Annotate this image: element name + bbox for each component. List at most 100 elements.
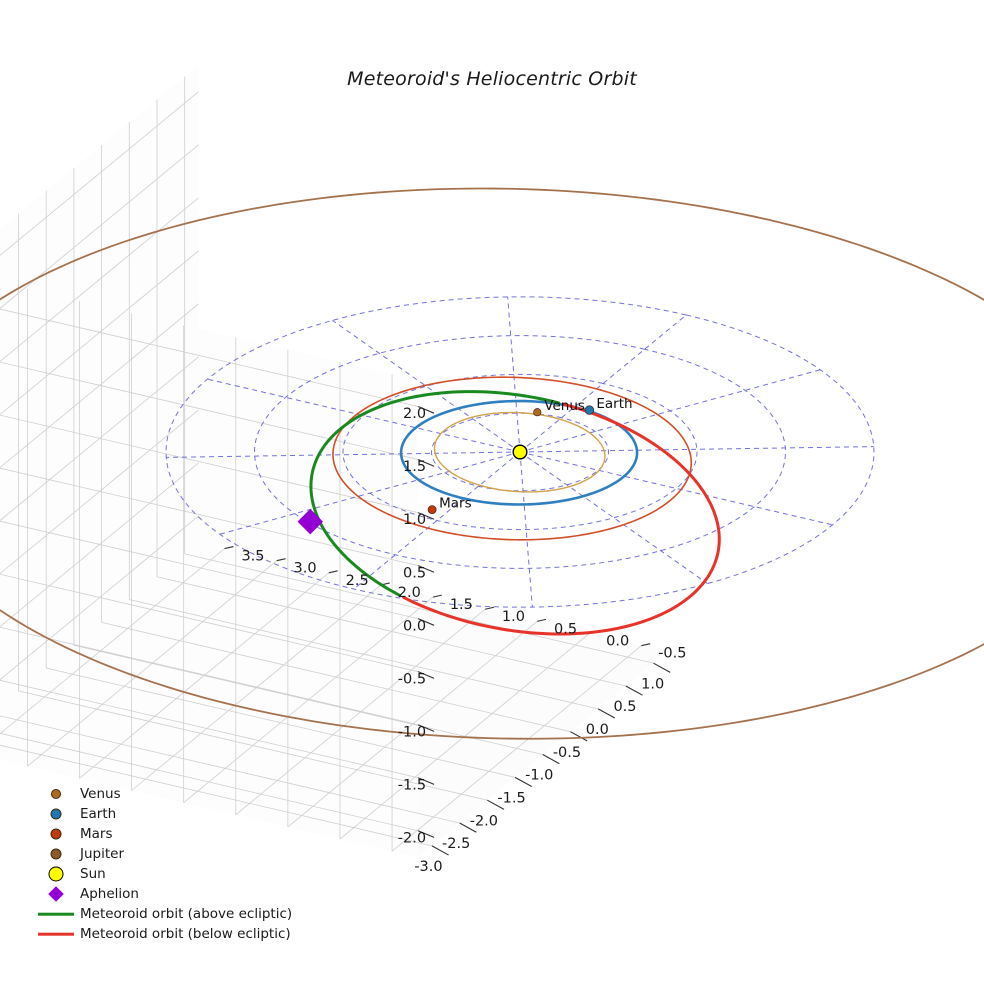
legend-item-earth[interactable]: Earth: [36, 804, 292, 824]
grid-line: [0, 91, 199, 256]
grid-line: [287, 621, 538, 828]
orbit-lines-group: [0, 187, 984, 740]
polar-grid-spoke: [519, 451, 533, 608]
grid-line: [391, 645, 642, 852]
axis-tick: [417, 459, 435, 467]
legend-item-sun[interactable]: Sun: [36, 864, 292, 884]
polar-grid-spoke: [519, 369, 821, 453]
legend-dot-icon: [36, 844, 76, 864]
y-tick-label: 3.5: [241, 549, 264, 565]
marker-sun: [512, 444, 528, 460]
legend-item-jupiter[interactable]: Jupiter: [36, 844, 292, 864]
z-tick-label: 1.5: [403, 459, 426, 475]
legend-item-meteoroid-orbit-below-ecliptic[interactable]: Meteoroid orbit (below ecliptic): [36, 924, 292, 944]
axis-tick: [417, 618, 435, 626]
x-tick-label: -1.5: [497, 791, 525, 807]
dot-icon: [50, 808, 62, 820]
grid-line: [235, 608, 486, 816]
legend-dot-icon: [36, 804, 76, 824]
grid-line: [0, 573, 419, 673]
grid-line: [0, 520, 419, 620]
y-tick-label: 1.0: [502, 609, 525, 625]
grid-line: [183, 596, 434, 803]
legend-item-meteoroid-orbit-above-ecliptic[interactable]: Meteoroid orbit (above ecliptic): [36, 904, 292, 924]
orbit-venus: [433, 411, 606, 493]
polar-grid-spoke: [166, 451, 521, 458]
axis-tick: [484, 606, 495, 610]
grid-line: [0, 626, 419, 726]
z-tick-label: -1.0: [398, 724, 426, 740]
grid-line: [0, 515, 199, 681]
meteoroid-arc-below: [402, 402, 721, 636]
axis-tick: [417, 512, 435, 520]
grid-line: [0, 732, 419, 832]
page-title: Meteoroid's Heliocentric Orbit: [347, 68, 637, 90]
axis-tick: [417, 777, 435, 785]
legend-item-label: Sun: [80, 866, 106, 882]
orbit-mars: [332, 376, 693, 541]
dot-icon: [51, 789, 61, 799]
legend: Venus Earth Mars Jupiter Sun Aphelion Meteoroi…: [36, 784, 292, 944]
meteoroid-arc-above: [523, 394, 561, 405]
y-tick-label: 0.0: [606, 634, 629, 650]
diamond-icon: [48, 886, 64, 902]
axis-tick: [417, 724, 435, 732]
grid-line: [0, 462, 199, 628]
axis-tick: [276, 558, 286, 562]
grid-line: [0, 308, 419, 407]
axis-tick: [459, 822, 477, 833]
legend-item-mars[interactable]: Mars: [36, 824, 292, 844]
axis-tick: [417, 565, 435, 573]
dot-icon: [48, 866, 64, 882]
grid-line: [27, 560, 277, 767]
legend-item-label: Mars: [80, 826, 113, 842]
legend-diamond-icon: [36, 884, 76, 904]
grid-line: [0, 467, 419, 567]
grid-line: [0, 144, 199, 309]
legend-line-icon: [36, 904, 76, 924]
y-tick-label: 2.5: [346, 573, 369, 589]
line-icon: [38, 932, 74, 936]
legend-dot-icon: [36, 864, 76, 884]
label-mars: Mars: [439, 496, 472, 512]
polar-grid-spoke: [332, 319, 521, 453]
legend-item-label: Jupiter: [80, 846, 125, 862]
axis-tick: [417, 406, 435, 414]
axis-tick: [432, 594, 442, 598]
axis-tick: [417, 671, 435, 679]
label-earth: Earth: [596, 396, 632, 412]
axis-tick: [597, 708, 616, 719]
legend-item-venus[interactable]: Venus: [36, 784, 292, 804]
legend-item-aphelion[interactable]: Aphelion: [36, 884, 292, 904]
axis-tick: [328, 570, 338, 574]
grid-line: [0, 250, 199, 416]
legend-item-label: Meteoroid orbit (above ecliptic): [80, 906, 293, 922]
polar-grid-circle: [430, 412, 610, 492]
z-tick-label: -2.0: [398, 830, 426, 846]
axis-tick: [641, 643, 651, 647]
x-tick-label: -2.5: [442, 836, 470, 852]
x-tick-label: 0.0: [586, 722, 609, 738]
x-tick-label: -0.5: [553, 745, 581, 761]
x-tick-label: 1.0: [641, 676, 664, 692]
grid-line: [0, 414, 419, 513]
axis-tick-labels-group: -3.0-2.5-2.0-1.5-1.0-0.50.00.51.0-0.50.0…: [241, 406, 686, 875]
z-tick-label: -1.5: [398, 777, 426, 793]
orbit-jupiter: [0, 187, 984, 740]
x-tick-label: -3.0: [414, 859, 442, 875]
axis-tick: [514, 776, 532, 788]
z-tick-label: 0.5: [403, 565, 426, 581]
polar-grid-spoke: [219, 451, 521, 535]
marker-venus: [533, 408, 542, 417]
legend-item-label: Aphelion: [80, 886, 139, 902]
legend-dot-icon: [36, 784, 76, 804]
polar-grid-circle: [342, 373, 698, 531]
x-tick-label: -1.0: [525, 768, 553, 784]
ecliptic-polar-grid: [165, 296, 875, 608]
polar-grid-spoke: [519, 446, 874, 453]
marker-mars: [427, 505, 437, 514]
legend-item-label: Meteoroid orbit (below ecliptic): [80, 926, 291, 942]
grid-line: [79, 572, 330, 779]
marker-aphelion: [297, 508, 323, 535]
